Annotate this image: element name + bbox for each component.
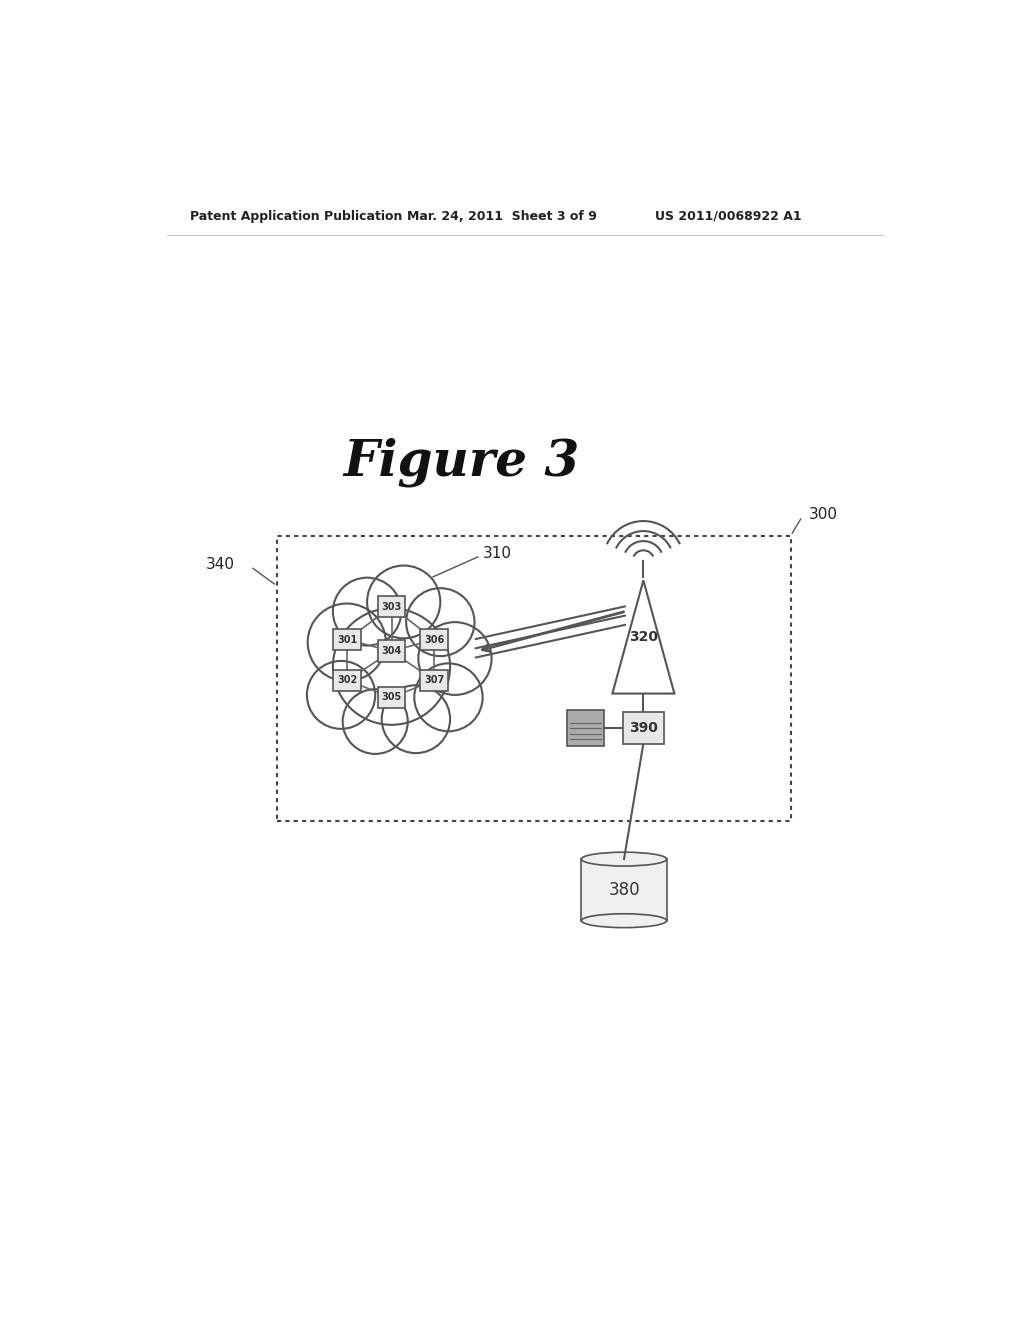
FancyBboxPatch shape <box>420 669 449 692</box>
Text: Mar. 24, 2011  Sheet 3 of 9: Mar. 24, 2011 Sheet 3 of 9 <box>407 210 597 223</box>
FancyBboxPatch shape <box>334 669 361 692</box>
Text: 340: 340 <box>206 557 234 572</box>
Circle shape <box>307 661 375 729</box>
Ellipse shape <box>582 913 667 928</box>
Circle shape <box>333 578 401 645</box>
Text: Patent Application Publication: Patent Application Publication <box>190 210 402 223</box>
FancyBboxPatch shape <box>378 595 406 618</box>
Text: 304: 304 <box>381 647 401 656</box>
Circle shape <box>407 589 474 656</box>
Text: 310: 310 <box>483 546 512 561</box>
Circle shape <box>333 609 451 725</box>
Text: 320: 320 <box>629 630 657 644</box>
Circle shape <box>382 685 451 754</box>
FancyBboxPatch shape <box>624 711 664 744</box>
Text: 380: 380 <box>608 880 640 899</box>
Text: US 2011/0068922 A1: US 2011/0068922 A1 <box>655 210 802 223</box>
Text: 302: 302 <box>337 676 357 685</box>
Text: 306: 306 <box>424 635 444 644</box>
Text: 307: 307 <box>424 676 444 685</box>
Bar <box>276 536 791 821</box>
FancyBboxPatch shape <box>566 710 604 746</box>
Text: 303: 303 <box>381 602 401 611</box>
FancyBboxPatch shape <box>378 640 406 663</box>
Text: 301: 301 <box>337 635 357 644</box>
Circle shape <box>367 565 440 639</box>
Text: Figure 3: Figure 3 <box>343 438 580 487</box>
Circle shape <box>419 622 492 694</box>
Circle shape <box>307 603 386 681</box>
FancyBboxPatch shape <box>378 686 406 708</box>
Ellipse shape <box>582 853 667 866</box>
Circle shape <box>343 689 408 754</box>
Text: 390: 390 <box>629 721 657 735</box>
Text: 300: 300 <box>809 507 838 521</box>
Bar <box>582 859 667 921</box>
FancyBboxPatch shape <box>334 628 361 651</box>
FancyBboxPatch shape <box>420 628 449 651</box>
Circle shape <box>415 664 482 731</box>
Text: 305: 305 <box>381 693 401 702</box>
